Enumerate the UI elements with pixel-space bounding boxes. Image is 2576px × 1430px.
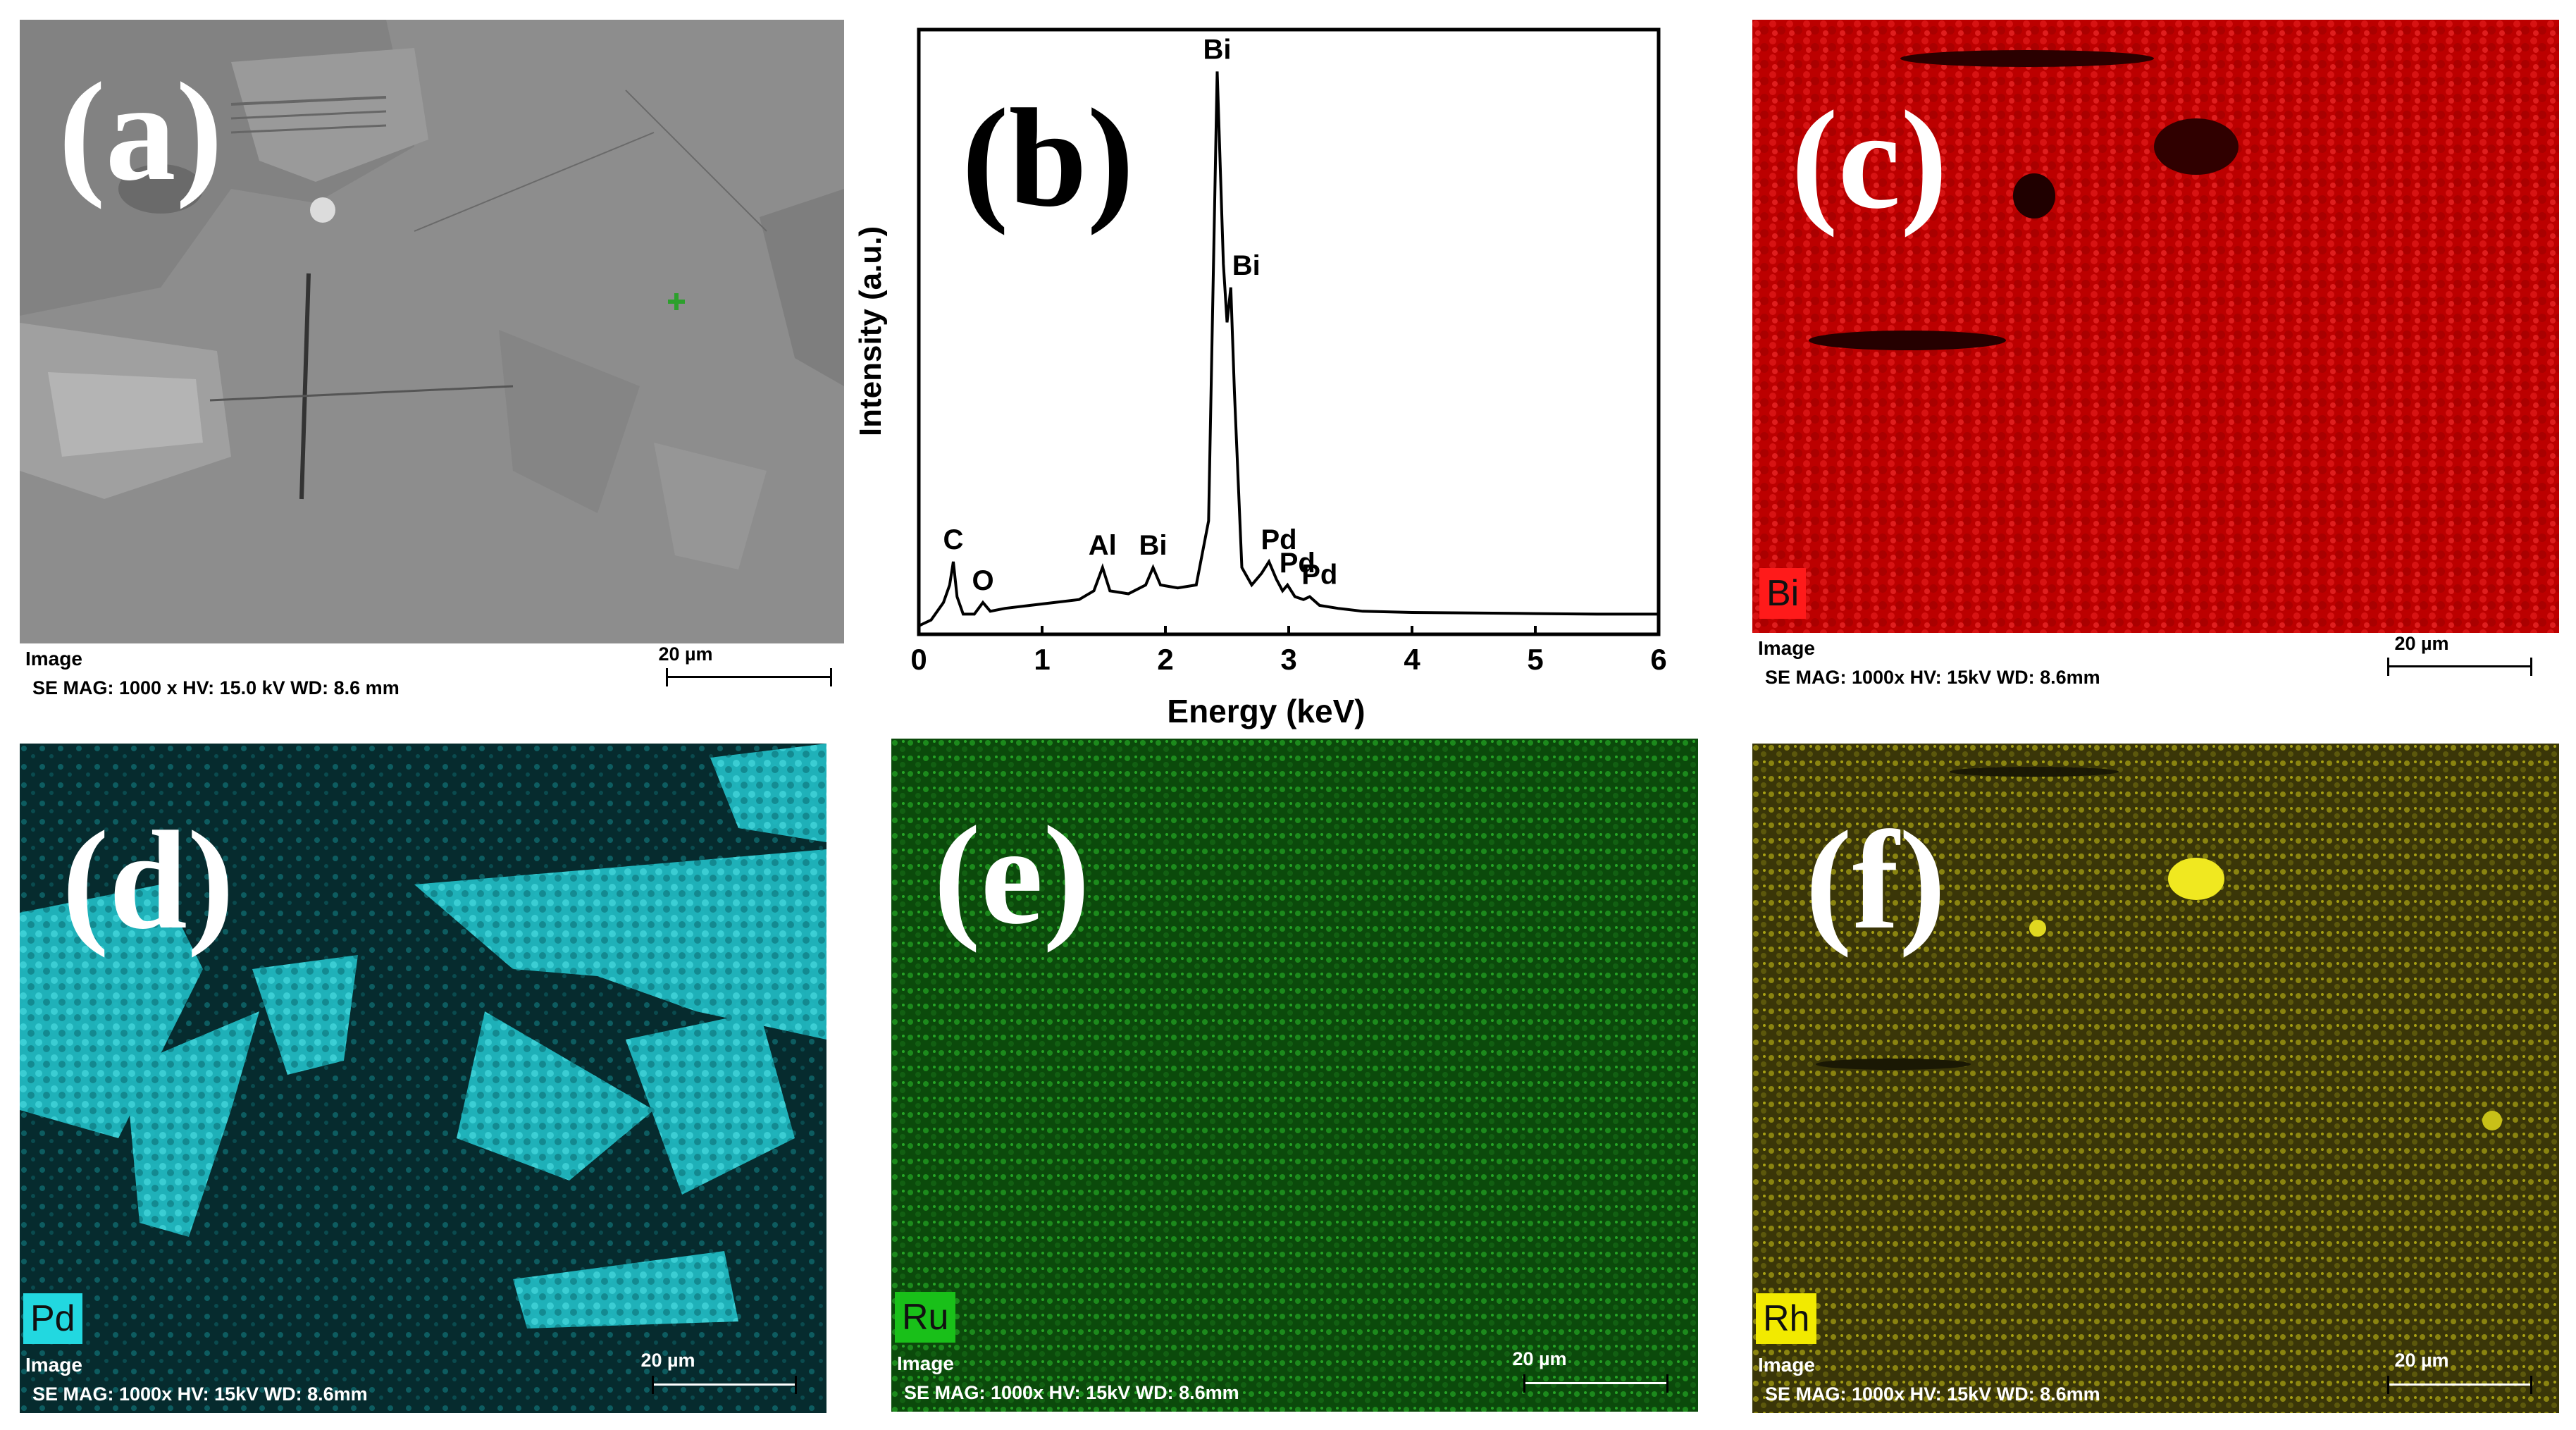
peak-label: C xyxy=(943,524,964,555)
x-tick-label: 6 xyxy=(1650,643,1666,676)
panel-a: (a) Image SE MAG: 1000 x HV: 15.0 kV WD:… xyxy=(20,20,844,703)
panel-label-d: (d) xyxy=(62,803,235,959)
panel-label-c: (c) xyxy=(1791,82,1948,238)
panel-b: 0 1 2 3 4 5 6 C O Al Bi Bi Bi Pd Pd Pd Energy (keV) In… xyxy=(846,14,1677,733)
rh-map-image xyxy=(1752,744,2559,1413)
x-tick-label: 3 xyxy=(1280,643,1296,676)
panel-label-b: (b) xyxy=(962,80,1134,236)
info-parameters: SE MAG: 1000x HV: 15kV WD: 8.6mm xyxy=(32,1383,368,1405)
x-tick-label: 0 xyxy=(910,643,927,676)
scale-bar xyxy=(2387,1376,2532,1394)
element-badge-ru: Ru xyxy=(895,1292,956,1343)
peak-label: Bi xyxy=(1203,34,1232,65)
x-tick-label: 5 xyxy=(1527,643,1543,676)
info-title: Image xyxy=(25,1354,82,1376)
panel-d: (d) Pd Image SE MAG: 1000x HV: 15kV WD: … xyxy=(20,744,826,1413)
element-badge-pd: Pd xyxy=(23,1293,82,1344)
info-title: Image xyxy=(1758,637,1815,659)
scale-bar xyxy=(1523,1374,1668,1393)
panel-f: (f) Rh Image SE MAG: 1000x HV: 15kV WD: … xyxy=(1752,744,2559,1413)
peak-label: Pd xyxy=(1280,548,1315,579)
element-badge-bi: Bi xyxy=(1759,568,1807,619)
scale-bar xyxy=(2387,658,2532,676)
panel-label-e: (e) xyxy=(934,798,1090,954)
pd-map-image xyxy=(20,744,826,1413)
panel-c: (c) Bi Image SE MAG: 1000x HV: 15kV WD: … xyxy=(1752,20,2559,693)
peak-label: Bi xyxy=(1139,530,1168,561)
y-axis-label: Intensity (a.u.) xyxy=(853,226,888,436)
scale-bar xyxy=(666,668,832,686)
x-axis-label: Energy (keV) xyxy=(1167,693,1365,729)
x-tick-label: 4 xyxy=(1404,643,1420,676)
panel-e: (e) Ru Image SE MAG: 1000x HV: 15kV WD: … xyxy=(891,739,1698,1412)
marker-icon xyxy=(668,293,685,310)
panel-label-f: (f) xyxy=(1805,803,1946,959)
map-info-bar: Image SE MAG: 1000x HV: 15kV WD: 8.6mm 2… xyxy=(891,1348,1698,1412)
scale-bar-label: 20 µm xyxy=(640,1350,695,1371)
info-title: Image xyxy=(25,648,82,670)
bi-map-image xyxy=(1752,20,2559,633)
info-parameters: SE MAG: 1000 x HV: 15.0 kV WD: 8.6 mm xyxy=(32,677,400,698)
peak-label: Bi xyxy=(1232,250,1261,281)
ru-map-image xyxy=(891,739,1698,1412)
info-parameters: SE MAG: 1000x HV: 15kV WD: 8.6mm xyxy=(904,1382,1239,1403)
sem-info-bar: Image SE MAG: 1000 x HV: 15.0 kV WD: 8.6… xyxy=(20,643,844,703)
map-info-bar: Image SE MAG: 1000x HV: 15kV WD: 8.6mm 2… xyxy=(1752,1350,2559,1413)
x-tick-label: 2 xyxy=(1157,643,1173,676)
x-tick-label: 1 xyxy=(1034,643,1050,676)
map-info-bar: Image SE MAG: 1000x HV: 15kV WD: 8.6mm 2… xyxy=(20,1350,826,1413)
peak-label: Al xyxy=(1089,530,1117,561)
scale-bar-label: 20 µm xyxy=(2394,1350,2449,1371)
peak-label: Pd xyxy=(1301,560,1337,591)
info-parameters: SE MAG: 1000x HV: 15kV WD: 8.6mm xyxy=(1765,667,2100,688)
element-badge-rh: Rh xyxy=(1756,1293,1817,1344)
info-title: Image xyxy=(897,1352,954,1374)
info-title: Image xyxy=(1758,1354,1815,1376)
spectrum-line xyxy=(918,71,1659,627)
scale-bar-label: 20 µm xyxy=(2394,633,2449,654)
scale-bar xyxy=(652,1376,797,1394)
info-parameters: SE MAG: 1000x HV: 15kV WD: 8.6mm xyxy=(1765,1383,2100,1405)
map-info-bar: Image SE MAG: 1000x HV: 15kV WD: 8.6mm 2… xyxy=(1752,633,2559,693)
peak-label: O xyxy=(972,565,993,596)
sem-image xyxy=(20,20,844,643)
scale-bar-label: 20 µm xyxy=(658,643,713,665)
panel-label-a: (a) xyxy=(58,54,223,210)
scale-bar-label: 20 µm xyxy=(1512,1348,1567,1369)
peak-label: Pd xyxy=(1261,524,1296,555)
